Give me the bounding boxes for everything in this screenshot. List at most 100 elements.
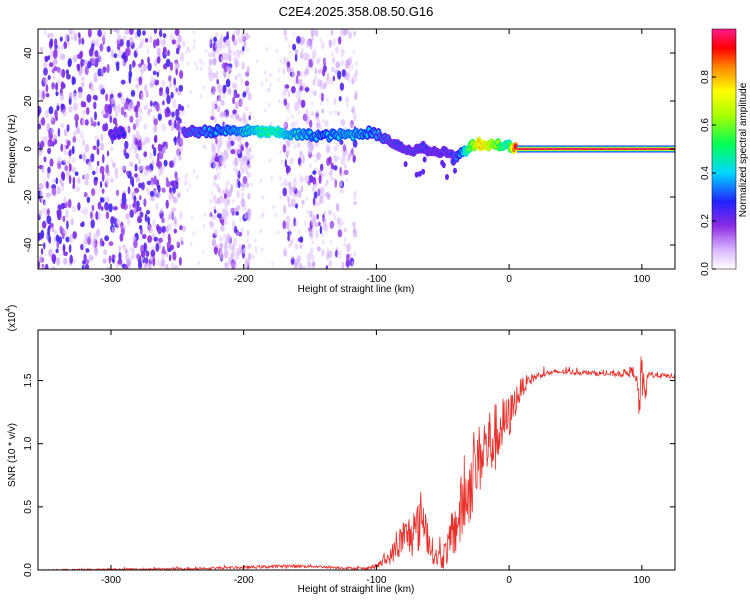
spectrogram-noise-dot bbox=[259, 178, 263, 183]
spectrogram-trace-segment bbox=[555, 148, 558, 150]
spectrogram-trace-segment bbox=[528, 148, 530, 150]
spectrogram-noise-dot bbox=[337, 219, 343, 229]
spectrogram-noise-dot bbox=[43, 62, 48, 68]
spectrogram-noise-dot bbox=[203, 212, 207, 217]
spectrogram-noise-dot bbox=[90, 116, 94, 125]
spectrogram-noise-dot bbox=[40, 46, 44, 52]
spectrogram-noise-dot bbox=[311, 227, 315, 232]
spectrogram-noise-dot bbox=[57, 127, 61, 137]
spectrogram-noise-dot bbox=[40, 229, 45, 239]
spectrogram-noise-dot bbox=[124, 264, 128, 269]
spectrogram-noise-dot bbox=[354, 91, 358, 100]
spectrogram-noise-dot bbox=[76, 63, 81, 72]
spectrogram-noise-dot bbox=[317, 187, 321, 197]
spectrogram-trace-segment bbox=[591, 148, 594, 150]
spectrogram-noise-dot bbox=[335, 61, 341, 69]
spectrogram-noise-dot bbox=[65, 144, 69, 150]
spectrogram-noise-dot bbox=[259, 228, 263, 234]
spectrogram-noise-dot bbox=[325, 265, 329, 269]
spectrogram-noise-dot bbox=[43, 67, 48, 76]
spectrogram-noise-dot bbox=[183, 181, 187, 186]
spectrogram-noise-dot bbox=[68, 106, 73, 113]
spectrogram-noise-dot bbox=[223, 164, 227, 169]
spectrogram-noise-dot bbox=[209, 220, 214, 226]
spectrogram-noise-dot bbox=[140, 59, 144, 66]
spectrogram-trace-segment bbox=[603, 148, 605, 150]
spectrogram-noise-dot bbox=[92, 95, 98, 100]
spectrogram-noise-dot bbox=[279, 150, 282, 155]
spectrogram-noise-dot bbox=[276, 230, 280, 235]
spectrogram-noise-dot bbox=[138, 106, 143, 114]
spectrogram-noise-dot bbox=[161, 39, 166, 48]
spectrogram-noise-dot bbox=[336, 142, 340, 148]
spectrogram-x-ticks: -300 -200 -100 0 100 bbox=[101, 29, 651, 285]
spectrogram-trace-segment bbox=[662, 148, 664, 150]
spectrogram-noise-dot bbox=[150, 74, 154, 85]
spectrogram-noise-dot bbox=[234, 38, 239, 44]
x-tick-label: -200 bbox=[234, 575, 254, 586]
spectrogram-trace-segment bbox=[665, 148, 667, 150]
spectrogram-noise-dot bbox=[67, 160, 70, 165]
spectrogram-noise-dot bbox=[212, 51, 216, 59]
spectrogram-noise-dot bbox=[212, 238, 216, 247]
spectrogram-trace-segment bbox=[596, 148, 599, 150]
spectrogram-trace-segment bbox=[611, 148, 613, 150]
spectrogram-noise-dot bbox=[266, 88, 270, 93]
spectrogram-noise-dot bbox=[231, 34, 236, 42]
spectrogram-trace-segment bbox=[654, 148, 656, 150]
spectrogram-noise-dot bbox=[156, 157, 160, 167]
spectrogram-noise-dot bbox=[101, 188, 105, 194]
spectrogram-noise-dot bbox=[292, 43, 297, 51]
spectrogram-trace-segment bbox=[642, 148, 645, 150]
spectrogram-noise-dot bbox=[45, 84, 49, 93]
spectrogram-noise-dot bbox=[159, 167, 164, 173]
spectrogram-noise-dot bbox=[75, 126, 81, 135]
spectrogram-noise-dot bbox=[69, 254, 73, 264]
spectrogram-noise-dot bbox=[127, 125, 131, 134]
spectrogram-noise-dot bbox=[288, 50, 292, 55]
spectrogram-noise-dot bbox=[174, 61, 178, 70]
spectrogram-xlabel: Height of straight line (km) bbox=[298, 284, 415, 295]
spectrogram-noise-dot bbox=[122, 35, 127, 41]
spectrogram-trace-point bbox=[121, 131, 126, 137]
spectrogram-noise-dot bbox=[155, 102, 160, 112]
spectrogram-noise-dot bbox=[291, 139, 295, 145]
spectrogram-noise-dot bbox=[339, 188, 345, 194]
snr-plot-area bbox=[38, 356, 675, 570]
spectrogram-noise-dot bbox=[283, 98, 288, 106]
spectrogram-noise-dot bbox=[93, 176, 99, 182]
spectrogram-noise-dot bbox=[318, 174, 322, 184]
spectrogram-trace-segment bbox=[571, 148, 573, 150]
spectrogram-noise-dot bbox=[72, 136, 77, 143]
spectrogram-noise-dot bbox=[343, 237, 347, 242]
spectrogram-noise-dot bbox=[53, 48, 58, 58]
spectrogram-noise-dot bbox=[239, 101, 242, 106]
spectrogram-noise-dot bbox=[172, 180, 177, 187]
spectrogram-noise-dot bbox=[209, 52, 214, 58]
spectrogram-noise-dot bbox=[100, 68, 104, 76]
spectrogram-noise-dot bbox=[212, 145, 215, 150]
spectrogram-noise-dot bbox=[43, 77, 48, 85]
spectrogram-noise-dot bbox=[140, 182, 145, 191]
spectrogram-noise-dot bbox=[300, 99, 306, 109]
spectrogram-noise-dot bbox=[117, 49, 123, 59]
spectrogram-trace-segment bbox=[614, 148, 616, 150]
spectrogram-noise-dot bbox=[100, 133, 104, 142]
spectrogram-noise-dot bbox=[238, 117, 243, 122]
spectrogram-noise-dot bbox=[296, 35, 301, 44]
spectrogram-noise-dot bbox=[212, 194, 217, 203]
spectrogram-trace-segment bbox=[628, 148, 631, 150]
spectrogram-noise-dot bbox=[52, 75, 56, 80]
spectrogram-trace-segment bbox=[518, 148, 521, 150]
y-tick-label: 1.5 bbox=[23, 373, 34, 387]
spectrogram-trace-segment bbox=[607, 148, 610, 150]
spectrogram-noise-dot bbox=[47, 33, 51, 39]
spectrogram-noise-dot bbox=[121, 54, 127, 60]
spectrogram-trace-segment bbox=[649, 148, 652, 150]
spectrogram-noise-dot bbox=[279, 58, 283, 64]
spectrogram-noise-dot bbox=[172, 196, 178, 204]
spectrogram-noise-dot bbox=[324, 183, 328, 189]
spectrogram-noise-dot bbox=[160, 258, 166, 268]
spectrogram-noise-dot bbox=[315, 109, 319, 115]
spectrogram-noise-dot bbox=[38, 183, 44, 190]
